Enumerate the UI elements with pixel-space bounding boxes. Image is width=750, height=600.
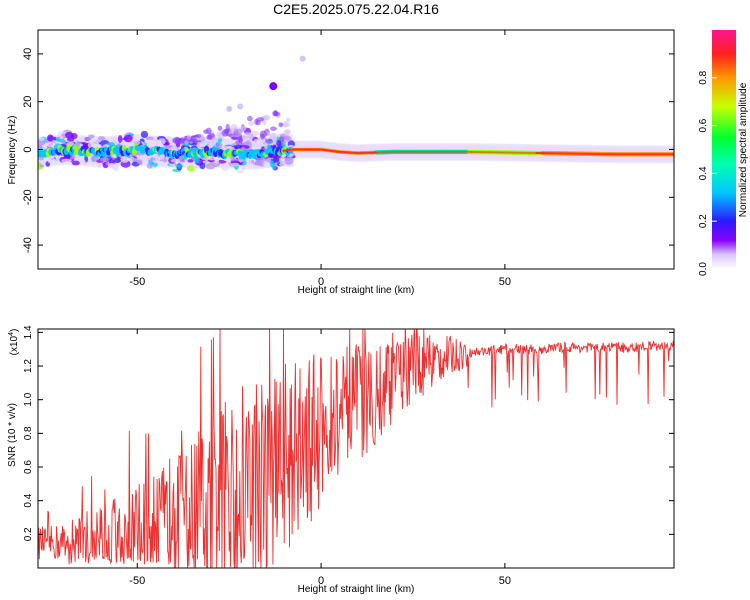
bottom-x-axis: -50 0 50 <box>129 329 511 587</box>
bottom-y-tick-label: 1.4 <box>23 325 34 339</box>
top-x-tick-label: -50 <box>129 276 145 288</box>
snr-line <box>38 329 674 568</box>
top-y-tick-label: 0 <box>22 146 34 152</box>
bottom-y-tick-label: 0.4 <box>23 493 34 507</box>
bottom-y-tick-label: 1.0 <box>23 392 34 406</box>
colorbar-tick-label: 0.0 <box>698 262 709 276</box>
spectrogram-outlier-point <box>226 105 233 112</box>
bottom-x-axis-label: Height of straight line (km) <box>298 584 415 595</box>
bottom-y-tick-label: 0.2 <box>23 527 34 541</box>
top-y-tick-label: -20 <box>22 189 34 205</box>
bottom-x-tick-label: 50 <box>499 575 511 587</box>
bottom-y-tick-label: 0.6 <box>23 460 34 474</box>
colorbar-gradient <box>712 30 736 269</box>
colorbar-ticks: 0.0 0.2 0.4 0.6 0.8 <box>698 70 717 276</box>
top-y-axis: -40 -20 0 20 40 <box>22 48 674 253</box>
spectrogram-outlier-point <box>299 55 306 62</box>
spectrogram-panel: -50 0 50 -40 -20 0 20 40 Height of straight li… <box>7 29 675 296</box>
top-x-tick-label: 0 <box>318 276 324 288</box>
top-y-axis-label: Frequency (Hz) <box>7 116 18 185</box>
bottom-y-tick-label: 1.2 <box>23 359 34 373</box>
top-x-axis-label: Height of straight line (km) <box>298 285 415 296</box>
bottom-y-axis-label: SNR (10 * v/v) <box>7 403 18 467</box>
colorbar-tick-label: 0.2 <box>698 214 709 228</box>
top-y-tick-label: -40 <box>22 237 34 253</box>
chart-title: C2E5.2025.075.22.04.R16 <box>273 1 439 17</box>
spectrogram-outlier-point <box>237 103 244 110</box>
top-y-tick-label: 20 <box>22 96 34 108</box>
top-x-axis: -50 0 50 <box>129 30 511 288</box>
colorbar-tick-label: 0.4 <box>698 166 709 180</box>
y-multiplier-label: (x104) <box>8 329 20 356</box>
snr-panel: -50 0 50 0.2 0.4 0.6 0.8 1.0 1.2 1.4 Height of s… <box>7 325 675 595</box>
spectrogram-plot <box>37 29 675 270</box>
colorbar-tick-label: 0.8 <box>698 70 709 84</box>
top-y-tick-label: 40 <box>22 48 34 60</box>
colorbar: 0.0 0.2 0.4 0.6 0.8 Normalized spectral ampl… <box>698 30 749 276</box>
bottom-y-tick-label: 0.8 <box>23 426 34 440</box>
bottom-x-tick-label: 0 <box>318 575 324 587</box>
spectrogram-outlier-point <box>269 82 278 91</box>
colorbar-label: Normalized spectral amplitude <box>738 82 749 217</box>
spectrogram-heatmap <box>38 55 674 174</box>
top-x-tick-label: 50 <box>499 276 511 288</box>
colorbar-tick-label: 0.6 <box>698 118 709 132</box>
bottom-y-axis: 0.2 0.4 0.6 0.8 1.0 1.2 1.4 <box>23 325 674 541</box>
bottom-x-tick-label: -50 <box>129 575 145 587</box>
bottom-plot-frame <box>37 328 675 569</box>
